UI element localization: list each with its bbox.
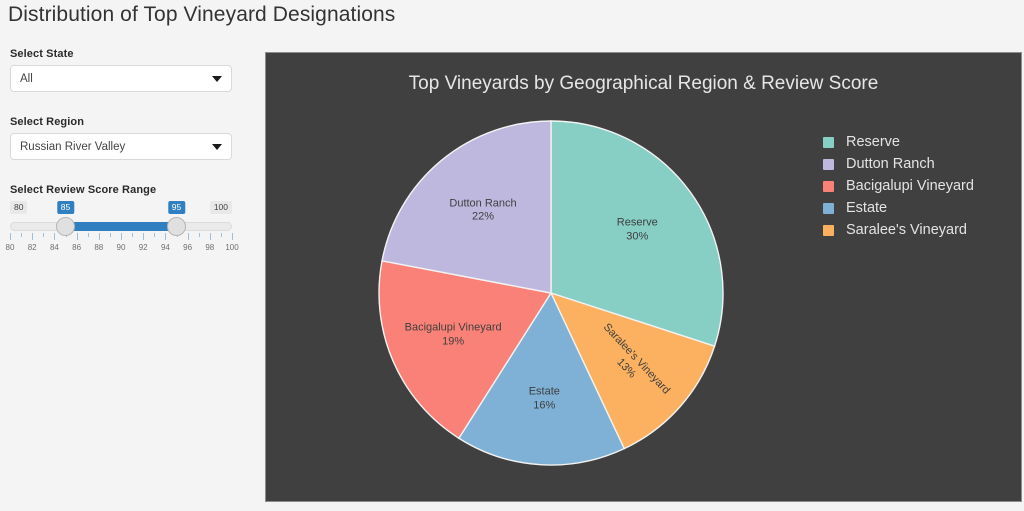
slider-tick [232,233,233,240]
legend-swatch [823,136,834,148]
legend-label: Bacigalupi Vineyard [846,178,974,194]
region-filter-label: Select Region [10,116,85,128]
slider-tick [121,233,122,240]
filters-sidebar: Select State All Select Region Russian R… [0,48,250,259]
pie-slice[interactable] [549,291,716,450]
chart-legend: Reserve Dutton Ranch Bacigalupi Vineyard Es… [823,131,974,241]
pie-slice[interactable] [457,291,626,466]
chevron-down-icon [212,143,222,150]
slider-tick [43,233,45,237]
slider-tick [143,233,145,240]
region-filter-value: Russian River Valley [20,140,126,153]
review-score-range-slider[interactable]: 80 100 80 82 84 86 88 90 92 94 96 98 100 85 95 [6,201,239,259]
slider-tick [209,233,211,240]
legend-item[interactable]: Reserve [823,131,974,153]
legend-label: Estate [846,200,888,216]
slider-tick-label: 80 [5,243,15,252]
state-filter-value: All [20,72,33,85]
legend-swatch [823,202,834,214]
state-filter-select[interactable]: All [10,65,232,92]
legend-swatch [823,180,834,192]
slider-tick [165,233,167,240]
slider-selected-range [65,222,177,231]
slider-tick [187,233,189,240]
legend-swatch [823,224,834,236]
slider-low-value-badge: 85 [56,201,75,214]
pie-slice[interactable] [550,120,724,348]
legend-item[interactable]: Estate [823,197,974,219]
slider-tick-label: 92 [138,243,148,252]
page-title: Distribution of Top Vineyard Designation… [8,3,396,26]
slider-tick [109,233,111,237]
slider-tick-label: 84 [49,243,59,252]
slider-tick [198,233,200,237]
slider-max-label: 100 [209,201,232,214]
chevron-down-icon [212,75,222,82]
slider-tick-label: 86 [72,243,82,252]
slider-tick [32,233,34,240]
pie-slice[interactable] [378,259,553,440]
legend-item[interactable]: Bacigalupi Vineyard [823,175,974,197]
legend-item[interactable]: Saralee's Vineyard [823,219,974,241]
slider-tick-label: 98 [205,243,215,252]
slider-tick-labels: 80 82 84 86 88 90 92 94 96 98 100 [6,243,239,255]
legend-label: Saralee's Vineyard [846,222,967,238]
score-slider-label: Select Review Score Range [10,184,157,196]
state-filter-label: Select State [10,48,74,60]
slider-tick [154,233,156,237]
slider-min-label: 80 [10,201,28,214]
slider-tick [10,233,11,240]
legend-item[interactable]: Dutton Ranch [823,153,974,175]
chart-panel: Top Vineyards by Geographical Region & R… [265,52,1022,502]
slider-tick [220,233,222,237]
chart-title: Top Vineyards by Geographical Region & R… [408,73,879,94]
slider-tick-label: 82 [27,243,37,252]
slider-tick [76,233,78,240]
slider-tick [54,233,56,240]
legend-label: Reserve [846,134,900,150]
slider-tick [132,233,134,237]
slider-high-value-badge: 95 [167,201,186,214]
slider-tick [98,233,100,240]
legend-swatch [823,158,834,170]
slider-tick-label: 96 [183,243,193,252]
slider-tick [21,233,23,237]
region-filter-select[interactable]: Russian River Valley [10,133,232,160]
slider-low-handle[interactable] [56,217,75,236]
slider-tick-label: 90 [116,243,126,252]
slider-tick-label: 94 [160,243,170,252]
slider-tick-label: 88 [94,243,104,252]
slider-tick [87,233,89,237]
pie-slice[interactable] [381,120,552,294]
slider-tick-label: 100 [225,243,239,252]
pie-chart-svg[interactable] [371,113,731,473]
slider-ticks [10,233,233,241]
legend-label: Dutton Ranch [846,156,935,172]
slider-high-handle[interactable] [167,217,186,236]
pie-chart: Reserve 30% Saralee's Vineyard 13% Estate 16%… [266,53,1023,503]
